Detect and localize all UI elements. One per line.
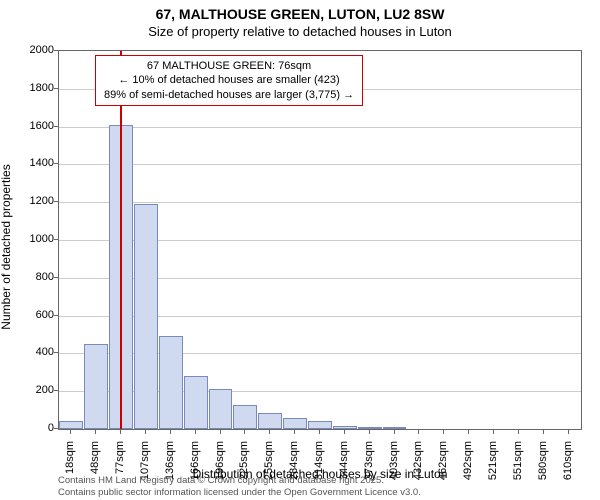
footer-line-1: Contains HM Land Registry data © Crown c…: [58, 475, 421, 486]
footer-line-2: Contains public sector information licen…: [58, 487, 421, 498]
x-tick-mark: [369, 430, 370, 434]
y-tick-mark: [54, 352, 58, 353]
x-tick-mark: [543, 430, 544, 434]
y-tick-label: 1800: [14, 82, 54, 94]
histogram-bar: [283, 418, 307, 429]
x-tick-mark: [220, 430, 221, 434]
y-tick-label: 1200: [14, 195, 54, 207]
y-tick-mark: [54, 315, 58, 316]
footer-text: Contains HM Land Registry data © Crown c…: [58, 475, 421, 500]
x-tick-mark: [344, 430, 345, 434]
y-tick-label: 200: [14, 384, 54, 396]
y-tick-mark: [54, 163, 58, 164]
x-tick-mark: [170, 430, 171, 434]
x-tick-mark: [95, 430, 96, 434]
x-tick-mark: [394, 430, 395, 434]
plot-area: [58, 50, 582, 430]
y-tick-label: 1000: [14, 233, 54, 245]
x-tick-mark: [418, 430, 419, 434]
histogram-bar: [184, 376, 208, 429]
histogram-bar: [84, 344, 108, 429]
x-tick-mark: [294, 430, 295, 434]
reference-line: [120, 51, 122, 429]
y-tick-mark: [54, 88, 58, 89]
y-tick-mark: [54, 390, 58, 391]
x-tick-mark: [120, 430, 121, 434]
y-tick-mark: [54, 201, 58, 202]
x-tick-mark: [518, 430, 519, 434]
x-tick-mark: [70, 430, 71, 434]
y-tick-mark: [54, 126, 58, 127]
histogram-bar: [333, 426, 357, 429]
y-tick-mark: [54, 239, 58, 240]
x-tick-mark: [195, 430, 196, 434]
chart-title: 67, MALTHOUSE GREEN, LUTON, LU2 8SW: [0, 0, 600, 22]
y-tick-mark: [54, 50, 58, 51]
histogram-bar: [209, 389, 233, 429]
x-tick-mark: [443, 430, 444, 434]
y-tick-mark: [54, 277, 58, 278]
x-tick-mark: [468, 430, 469, 434]
annotation-line-3: 89% of semi-detached houses are larger (…: [104, 88, 354, 102]
x-tick-mark: [493, 430, 494, 434]
y-tick-label: 800: [14, 271, 54, 283]
y-tick-label: 2000: [14, 44, 54, 56]
histogram-bar: [134, 204, 158, 429]
annotation-line-2: ← 10% of detached houses are smaller (42…: [104, 73, 354, 87]
grid-line: [59, 127, 581, 128]
grid-line: [59, 164, 581, 165]
x-tick-mark: [319, 430, 320, 434]
histogram-bar: [308, 421, 332, 429]
x-tick-mark: [145, 430, 146, 434]
annotation-line-1: 67 MALTHOUSE GREEN: 76sqm: [104, 59, 354, 73]
y-tick-label: 1600: [14, 120, 54, 132]
histogram-bar: [383, 427, 407, 429]
grid-line: [59, 202, 581, 203]
y-tick-label: 0: [14, 422, 54, 434]
annotation-box: 67 MALTHOUSE GREEN: 76sqm ← 10% of detac…: [95, 55, 363, 106]
histogram-bar: [358, 427, 382, 429]
y-tick-label: 600: [14, 309, 54, 321]
histogram-bar: [59, 421, 83, 429]
x-tick-mark: [269, 430, 270, 434]
x-tick-mark: [244, 430, 245, 434]
histogram-bar: [233, 405, 257, 429]
chart-container: 67, MALTHOUSE GREEN, LUTON, LU2 8SW Size…: [0, 0, 600, 500]
y-tick-mark: [54, 428, 58, 429]
x-tick-mark: [568, 430, 569, 434]
histogram-bar: [258, 413, 282, 429]
chart-subtitle: Size of property relative to detached ho…: [0, 22, 600, 39]
y-tick-label: 400: [14, 346, 54, 358]
histogram-bar: [159, 336, 183, 429]
y-tick-label: 1400: [14, 157, 54, 169]
